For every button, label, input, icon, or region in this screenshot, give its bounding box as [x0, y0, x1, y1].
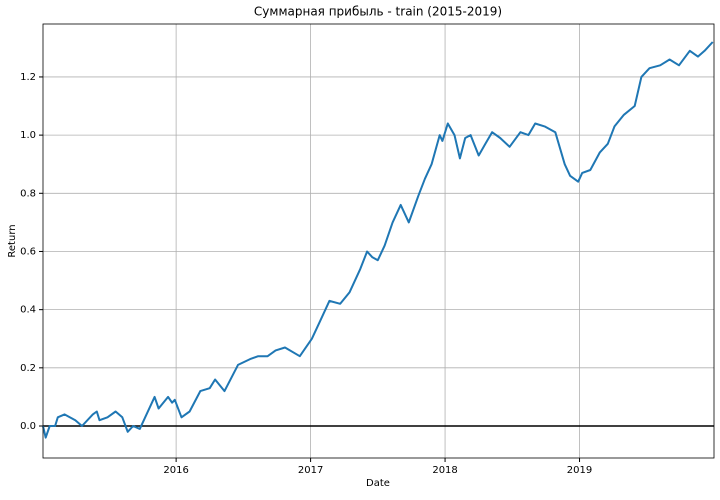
y-tick-label: 0.4 — [20, 305, 36, 316]
x-tick-label: 2017 — [298, 465, 323, 476]
y-axis-label: Return — [7, 224, 18, 257]
chart-title: Суммарная прибыль - train (2015-2019) — [254, 5, 502, 19]
y-tick-label: 1.0 — [20, 130, 36, 141]
y-tick-label: 0.8 — [20, 188, 36, 199]
x-tick-label: 2016 — [163, 465, 188, 476]
x-tick-label: 2018 — [432, 465, 457, 476]
line-series — [42, 41, 714, 439]
x-axis-label: Date — [366, 478, 390, 489]
plot-frame — [42, 23, 715, 459]
y-tick-label: 0.2 — [20, 363, 36, 374]
y-tick-label: 0.6 — [20, 246, 36, 257]
x-tick-label: 2019 — [567, 465, 592, 476]
y-tick-label: 0.0 — [20, 421, 36, 432]
y-tick-label: 1.2 — [20, 72, 36, 83]
